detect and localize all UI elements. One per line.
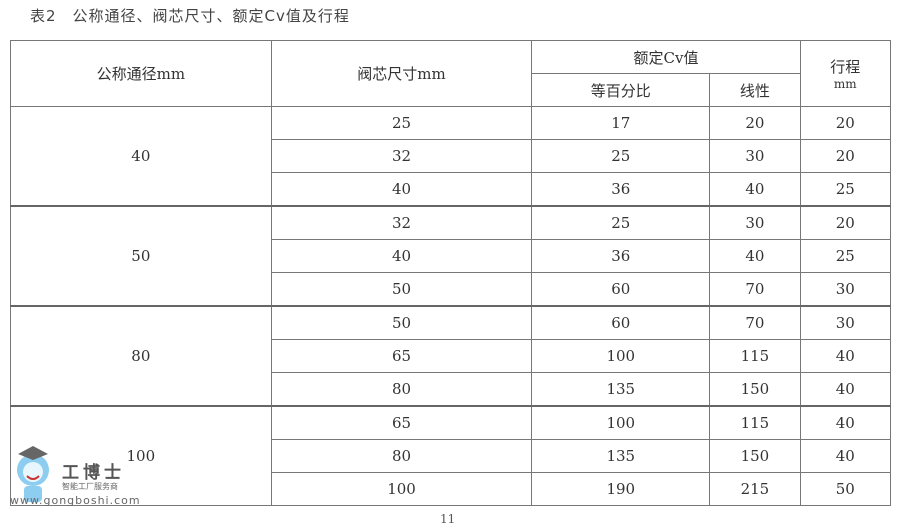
table-row: 40 36 40 25 xyxy=(11,239,892,273)
cell-core-size: 50 xyxy=(270,305,533,340)
spec-table: 公称通径mm 阀芯尺寸mm 额定Cv值 行程 mm 等百分比 线性 40 25 17 2… xyxy=(10,40,892,506)
cell-stroke: 40 xyxy=(799,339,892,373)
cell-cv-linear: 70 xyxy=(709,305,801,340)
header-core: 阀芯尺寸mm xyxy=(270,40,533,107)
table-row: 32 25 30 20 xyxy=(11,139,892,173)
cell-stroke: 40 xyxy=(799,439,892,473)
cell-core-size: 50 xyxy=(270,272,533,307)
cell-cv-linear: 20 xyxy=(709,106,801,140)
table-row: 50 32 25 30 20 xyxy=(10,205,892,307)
cell-cv-equal-percentage: 36 xyxy=(531,172,711,207)
cell-stroke: 30 xyxy=(799,305,892,340)
table-row: 80 135 150 40 xyxy=(11,439,892,473)
cell-core-size: 100 xyxy=(270,472,533,506)
cell-core-size: 40 xyxy=(270,239,533,273)
cell-stroke: 40 xyxy=(799,405,892,440)
header-stroke: 行程 mm xyxy=(799,40,892,107)
cell-cv-equal-percentage: 60 xyxy=(531,272,711,307)
table-title: 表2 公称通径、阀芯尺寸、额定Cv值及行程 xyxy=(30,7,350,25)
table-row: 80 50 60 70 30 xyxy=(10,305,892,407)
cell-core-size: 32 xyxy=(270,205,533,240)
cell-cv-equal-percentage: 17 xyxy=(531,106,711,140)
cell-cv-linear: 215 xyxy=(709,472,801,506)
cell-core-size: 32 xyxy=(270,139,533,173)
cell-core-size: 65 xyxy=(270,405,533,440)
cell-cv-equal-percentage: 60 xyxy=(531,305,711,340)
cell-cv-equal-percentage: 100 xyxy=(531,405,711,440)
table-row: 65 100 115 40 xyxy=(11,339,892,373)
gongboshi-logo-icon xyxy=(17,446,49,502)
cell-nominal-diameter: 40 xyxy=(10,106,272,207)
cell-cv-equal-percentage: 36 xyxy=(531,239,711,273)
cell-nominal-diameter: 100 xyxy=(10,405,272,506)
watermark-url: www.gongboshi.com xyxy=(10,494,141,507)
cell-core-size: 80 xyxy=(270,439,533,473)
cell-nominal-diameter: 50 xyxy=(10,205,272,307)
header-stroke-label: 行程 xyxy=(830,58,861,76)
table-row: 50 60 70 30 xyxy=(11,272,892,307)
cell-stroke: 30 xyxy=(799,272,892,307)
cell-stroke: 20 xyxy=(799,139,892,173)
page-number: 11 xyxy=(440,512,456,526)
header-cv-linear: 线性 xyxy=(709,73,801,107)
header-cv: 额定Cv值 xyxy=(531,40,801,74)
table-row: 40 36 40 25 xyxy=(11,172,892,207)
cell-core-size: 65 xyxy=(270,339,533,373)
cell-cv-linear: 30 xyxy=(709,205,801,240)
cell-cv-equal-percentage: 135 xyxy=(531,372,711,407)
cell-stroke: 20 xyxy=(799,106,892,140)
cell-stroke: 25 xyxy=(799,172,892,207)
cell-cv-equal-percentage: 190 xyxy=(531,472,711,506)
cell-cv-linear: 150 xyxy=(709,439,801,473)
cell-cv-equal-percentage: 25 xyxy=(531,205,711,240)
cell-stroke: 20 xyxy=(799,205,892,240)
cell-core-size: 25 xyxy=(270,106,533,140)
header-cv-equal-percentage: 等百分比 xyxy=(531,73,711,107)
cell-cv-linear: 150 xyxy=(709,372,801,407)
cell-nominal-diameter: 80 xyxy=(10,305,272,407)
cell-cv-equal-percentage: 25 xyxy=(531,139,711,173)
cell-cv-linear: 30 xyxy=(709,139,801,173)
table-row: 80 135 150 40 xyxy=(11,372,892,407)
header-stroke-unit: mm xyxy=(833,77,857,91)
table-row: 40 25 17 20 20 xyxy=(10,106,892,207)
cell-cv-linear: 70 xyxy=(709,272,801,307)
cell-core-size: 80 xyxy=(270,372,533,407)
watermark-tagline: 智能工厂服务商 xyxy=(62,482,118,491)
cell-stroke: 25 xyxy=(799,239,892,273)
cell-cv-equal-percentage: 135 xyxy=(531,439,711,473)
cell-cv-equal-percentage: 100 xyxy=(531,339,711,373)
cell-core-size: 40 xyxy=(270,172,533,207)
table-row: 100 65 100 115 40 xyxy=(10,405,892,506)
cell-stroke: 50 xyxy=(799,472,892,506)
cell-cv-linear: 40 xyxy=(709,239,801,273)
cell-cv-linear: 115 xyxy=(709,339,801,373)
header-dn: 公称通径mm xyxy=(10,40,272,107)
cell-cv-linear: 115 xyxy=(709,405,801,440)
table-row: 100 190 215 50 xyxy=(11,472,892,506)
cell-stroke: 40 xyxy=(799,372,892,407)
cell-cv-linear: 40 xyxy=(709,172,801,207)
watermark-name: 工博士 xyxy=(62,463,125,483)
